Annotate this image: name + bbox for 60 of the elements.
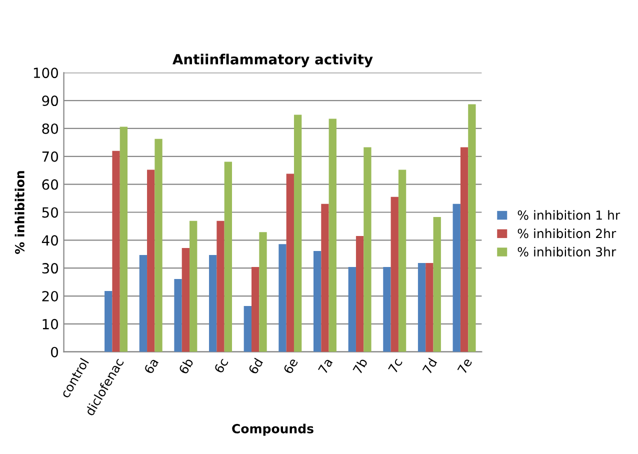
- bar: [364, 147, 372, 352]
- chart-title: Antiinflammatory activity: [172, 54, 373, 68]
- y-tick-label: 10: [42, 318, 58, 330]
- y-tick-label: 20: [42, 290, 58, 302]
- bar: [216, 220, 224, 352]
- legend-label: % inhibition 2hr: [518, 228, 616, 238]
- bar: [259, 232, 267, 352]
- bar: [174, 278, 182, 352]
- y-tick-label: 100: [34, 68, 58, 78]
- bar: [356, 236, 364, 352]
- bar: [313, 251, 322, 352]
- x-tick-label: 7b: [352, 357, 368, 374]
- x-tick-label: 7c: [388, 358, 403, 374]
- x-axis-title: Compounds: [232, 424, 314, 436]
- y-tick-label: 50: [42, 207, 58, 218]
- y-tick-label: 30: [42, 263, 58, 274]
- bar: [321, 204, 329, 352]
- x-tick-label: 6c: [214, 357, 228, 374]
- bar: [224, 162, 232, 352]
- y-tick-label: 80: [42, 123, 58, 134]
- bar: [460, 147, 468, 352]
- bar: [252, 266, 260, 352]
- bar: [147, 170, 155, 352]
- x-tick-label: 6b: [178, 357, 194, 375]
- bar: [182, 248, 190, 352]
- legend-label: % inhibition 1 hr: [518, 210, 620, 220]
- y-tick-label: 70: [42, 151, 58, 162]
- y-tick-label: 60: [42, 179, 58, 190]
- bar: [348, 266, 356, 352]
- bar: [112, 150, 120, 352]
- bar: [433, 216, 441, 352]
- y-tick-label: 40: [42, 235, 58, 246]
- bar: [209, 254, 217, 352]
- bar: [244, 306, 252, 352]
- bar: [426, 263, 434, 352]
- x-tick-label: 7e: [457, 357, 472, 374]
- bar: [452, 204, 460, 352]
- x-tick-label: 6e: [282, 357, 298, 374]
- x-tick-label: 7d: [422, 358, 438, 374]
- x-tick-label: 6a: [144, 358, 159, 374]
- bar: [398, 170, 406, 352]
- bar: [190, 220, 198, 352]
- y-tick-label: 90: [42, 96, 58, 106]
- x-tick-label: 7a: [318, 358, 333, 374]
- bar: [139, 254, 148, 352]
- bar: [383, 266, 391, 352]
- bar: [468, 104, 476, 352]
- bar: [104, 290, 112, 352]
- y-axis-title: % inhibition: [14, 171, 24, 254]
- y-tick-label: 0: [51, 346, 58, 358]
- bar: [286, 174, 294, 352]
- bar: [278, 244, 286, 352]
- bar: [294, 114, 302, 352]
- bar: [418, 263, 426, 352]
- bar: [154, 138, 162, 352]
- bar: [120, 126, 128, 352]
- x-tick-label: 6d: [248, 358, 264, 375]
- bar: [328, 118, 336, 352]
- bar: [390, 196, 398, 352]
- legend-label: % inhibition 3hr: [518, 246, 616, 257]
